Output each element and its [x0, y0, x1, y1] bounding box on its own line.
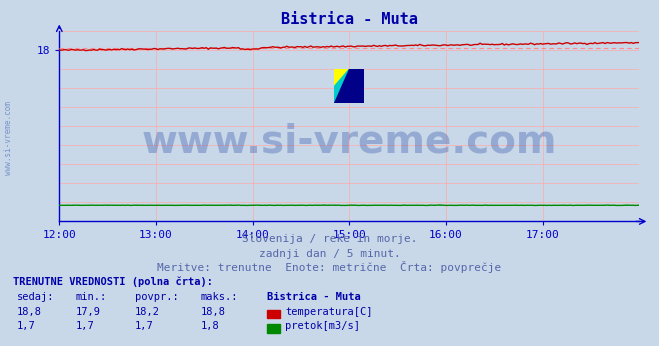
Text: 18,8: 18,8 [16, 307, 42, 317]
Text: 1,7: 1,7 [135, 321, 154, 331]
Text: www.si-vreme.com: www.si-vreme.com [4, 101, 13, 175]
Text: TRENUTNE VREDNOSTI (polna črta):: TRENUTNE VREDNOSTI (polna črta): [13, 277, 213, 288]
Text: zadnji dan / 5 minut.: zadnji dan / 5 minut. [258, 249, 401, 259]
Text: 18,2: 18,2 [135, 307, 160, 317]
Text: 17,9: 17,9 [76, 307, 101, 317]
Text: povpr.:: povpr.: [135, 292, 179, 302]
Polygon shape [335, 69, 349, 86]
Text: Bistrica - Muta: Bistrica - Muta [267, 292, 360, 302]
Text: maks.:: maks.: [201, 292, 239, 302]
Text: Meritve: trenutne  Enote: metrične  Črta: povprečje: Meritve: trenutne Enote: metrične Črta: … [158, 261, 501, 273]
Polygon shape [335, 69, 364, 103]
Text: www.si-vreme.com: www.si-vreme.com [142, 122, 557, 161]
Text: 1,7: 1,7 [76, 321, 94, 331]
Text: temperatura[C]: temperatura[C] [285, 307, 373, 317]
Polygon shape [335, 69, 364, 103]
Text: 1,8: 1,8 [201, 321, 219, 331]
Text: min.:: min.: [76, 292, 107, 302]
Text: pretok[m3/s]: pretok[m3/s] [285, 321, 360, 331]
Text: 18,8: 18,8 [201, 307, 226, 317]
Text: Slovenija / reke in morje.: Slovenija / reke in morje. [242, 234, 417, 244]
Text: sedaj:: sedaj: [16, 292, 54, 302]
Title: Bistrica - Muta: Bistrica - Muta [281, 12, 418, 27]
Text: 1,7: 1,7 [16, 321, 35, 331]
